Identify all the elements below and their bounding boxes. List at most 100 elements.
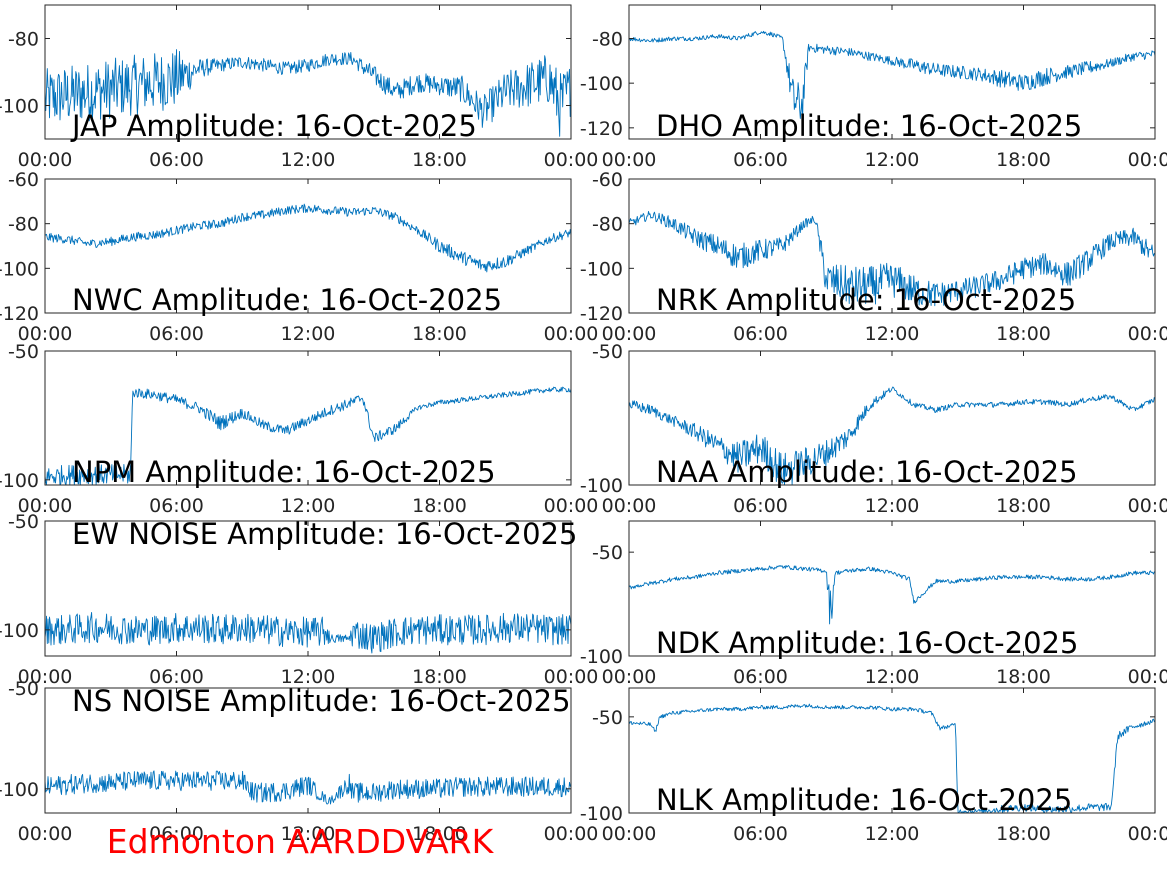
x-tick-label: 18:00 <box>412 495 467 517</box>
y-tick-label: -80 <box>8 29 39 51</box>
y-tick-label: -100 <box>0 258 39 280</box>
x-tick-label: 00:00 <box>544 666 599 688</box>
panel-title: NRK Amplitude: 16-Oct-2025 <box>656 283 1076 317</box>
y-tick-label: -60 <box>8 169 39 191</box>
panel-title: NAA Amplitude: 16-Oct-2025 <box>656 455 1078 489</box>
x-tick-label: 18:00 <box>412 323 467 345</box>
y-tick-label: -100 <box>580 258 623 280</box>
x-tick-label: 00:00 <box>18 495 73 517</box>
series-line-5-1 <box>45 386 571 485</box>
x-tick-label: 12:00 <box>865 323 920 345</box>
panel-title: DHO Amplitude: 16-Oct-2025 <box>656 109 1082 143</box>
y-tick-label: -100 <box>580 73 623 95</box>
y-tick-label: -50 <box>8 341 39 363</box>
x-tick-label: 00:00 <box>18 823 73 845</box>
y-tick-label: -120 <box>0 303 39 325</box>
panel-7: 00:00 06:00 12:00 18:00 00:00 -50 -100 EW NOISE… <box>0 511 598 688</box>
panel-5: 00:00 06:00 12:00 18:00 00:00 -50 -100 NPM Ampl… <box>0 341 598 517</box>
x-tick-label: 06:00 <box>149 149 204 171</box>
y-tick-label: -120 <box>580 303 623 325</box>
y-tick-label: -100 <box>580 803 623 825</box>
x-tick-label: 06:00 <box>149 323 204 345</box>
y-tick-label: -100 <box>580 475 623 497</box>
x-tick-label: 00:00 <box>1128 823 1167 845</box>
y-tick-label: -80 <box>592 214 623 236</box>
panel-8: 00:00 06:00 12:00 18:00 00:00 -50 -100 NDK Ampl… <box>580 520 1167 688</box>
y-tick-label: -100 <box>0 470 39 492</box>
series-line-6-1 <box>629 386 1155 485</box>
x-tick-label: 00:00 <box>1128 666 1167 688</box>
y-tick-label: -50 <box>8 511 39 533</box>
panel-1: 00:00 06:00 12:00 18:00 00:00 -80 -100 JAP Ampl… <box>0 4 599 171</box>
series-line-1-1 <box>45 49 571 137</box>
panel-title: NS NOISE Amplitude: 16-Oct-2025 <box>72 684 571 718</box>
x-tick-label: 18:00 <box>996 666 1051 688</box>
x-tick-label: 12:00 <box>281 149 336 171</box>
series-line-9-1 <box>45 770 571 805</box>
x-tick-label: 18:00 <box>996 149 1051 171</box>
series-line-3-1 <box>45 203 571 273</box>
x-tick-label: 00:00 <box>544 823 599 845</box>
y-tick-label: -50 <box>8 678 39 700</box>
y-tick-label: -100 <box>0 96 39 118</box>
series-line-4-1 <box>629 210 1155 307</box>
x-tick-label: 00:00 <box>544 149 599 171</box>
y-tick-label: -80 <box>592 29 623 51</box>
panel-title: NLK Amplitude: 16-Oct-2025 <box>656 783 1072 817</box>
panels-layer: 00:00 06:00 12:00 18:00 00:00 -80 -100 JAP Ampl… <box>0 4 1167 845</box>
station-label: Edmonton AARDDVARK <box>107 822 495 861</box>
x-tick-label: 00:00 <box>1128 495 1167 517</box>
panel-title: NPM Amplitude: 16-Oct-2025 <box>72 455 496 489</box>
panel-title: JAP Amplitude: 16-Oct-2025 <box>70 109 477 143</box>
x-tick-label: 18:00 <box>996 323 1051 345</box>
y-tick-label: -120 <box>580 118 623 140</box>
x-tick-label: 18:00 <box>412 149 467 171</box>
series-line-10-1 <box>629 703 1155 813</box>
panel-3: 00:00 06:00 12:00 18:00 00:00 -60 -80 -100 -120 N… <box>0 169 598 345</box>
panel-title: EW NOISE Amplitude: 16-Oct-2025 <box>72 517 577 551</box>
panel-title: NDK Amplitude: 16-Oct-2025 <box>656 626 1078 660</box>
x-tick-label: 12:00 <box>281 823 336 845</box>
x-tick-label: 00:00 <box>602 823 657 845</box>
x-tick-label: 00:00 <box>602 149 657 171</box>
panel-title: NWC Amplitude: 16-Oct-2025 <box>72 283 502 317</box>
x-tick-label: 18:00 <box>996 495 1051 517</box>
y-tick-label: -60 <box>592 169 623 191</box>
x-tick-label: 06:00 <box>733 823 788 845</box>
x-tick-label: 18:00 <box>412 823 467 845</box>
series-line-2-1 <box>629 30 1155 122</box>
x-tick-label: 18:00 <box>412 666 467 688</box>
x-tick-label: 06:00 <box>149 666 204 688</box>
x-tick-label: 06:00 <box>733 495 788 517</box>
x-tick-label: 06:00 <box>733 149 788 171</box>
x-tick-label: 06:00 <box>733 666 788 688</box>
x-tick-label: 12:00 <box>281 666 336 688</box>
x-tick-label: 06:00 <box>733 323 788 345</box>
series-line-7-1 <box>45 612 571 654</box>
x-tick-label: 00:00 <box>544 323 599 345</box>
x-tick-label: 12:00 <box>865 495 920 517</box>
x-tick-label: 12:00 <box>281 323 336 345</box>
x-tick-label: 06:00 <box>149 495 204 517</box>
x-tick-label: 00:00 <box>18 666 73 688</box>
x-tick-label: 06:00 <box>149 823 204 845</box>
x-tick-label: 00:00 <box>602 666 657 688</box>
y-tick-label: -100 <box>0 620 39 642</box>
x-tick-label: 00:00 <box>18 323 73 345</box>
x-tick-label: 12:00 <box>865 149 920 171</box>
x-tick-label: 12:00 <box>865 666 920 688</box>
x-tick-label: 00:00 <box>602 495 657 517</box>
y-tick-label: -100 <box>580 646 623 668</box>
panel-4: 00:00 06:00 12:00 18:00 00:00 -60 -80 -100 -120 N… <box>580 169 1167 345</box>
y-tick-label: -100 <box>0 779 39 801</box>
x-tick-label: 12:00 <box>865 823 920 845</box>
y-tick-label: -50 <box>592 542 623 564</box>
x-tick-label: 00:00 <box>602 323 657 345</box>
panel-2: 00:00 06:00 12:00 18:00 00:00 -80 -100 -120 DHO … <box>580 4 1167 171</box>
panel-6: 00:00 06:00 12:00 18:00 00:00 -50 -100 NAA Ampl… <box>580 341 1167 517</box>
x-tick-label: 18:00 <box>996 823 1051 845</box>
series-line-8-1 <box>629 564 1155 625</box>
panel-9: 00:00 06:00 12:00 18:00 00:00 -50 -100 NS NOISE… <box>0 678 598 845</box>
